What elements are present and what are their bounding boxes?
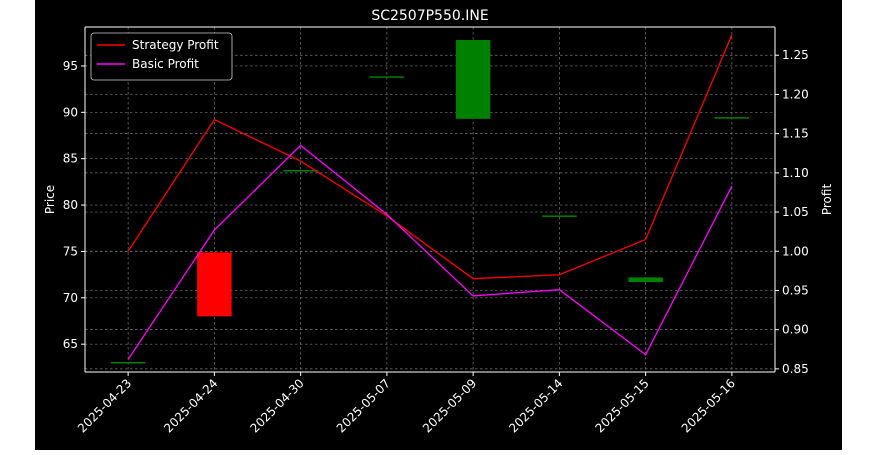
y-tick-label-right: 1.15 bbox=[782, 127, 809, 141]
y-tick-label-right: 0.95 bbox=[782, 283, 809, 297]
candle-body bbox=[110, 361, 146, 364]
legend-box bbox=[90, 32, 233, 81]
axes-frame bbox=[84, 26, 776, 373]
candle-body bbox=[197, 252, 232, 317]
y-tick-label-right: 1.25 bbox=[782, 48, 809, 62]
y-tick-label-left: 65 bbox=[63, 337, 78, 351]
y-tick-label-left: 80 bbox=[63, 198, 78, 212]
y-tick-label-left: 75 bbox=[63, 244, 78, 258]
candle-body bbox=[542, 215, 577, 217]
y-tick-label-left: 70 bbox=[63, 291, 78, 305]
y-axis-label-right: Profit bbox=[820, 184, 834, 216]
y-tick-label-left: 85 bbox=[63, 152, 78, 166]
candle-body bbox=[369, 76, 405, 78]
candle-body bbox=[283, 170, 318, 172]
y-tick-label-right: 0.90 bbox=[782, 323, 809, 337]
y-axis-right: 0.85 0.90 0.95 1.00 1.05 1.10 1.15 1.20 1.25 bbox=[775, 48, 809, 376]
profit-lines bbox=[127, 34, 733, 360]
y-tick-label-left: 90 bbox=[63, 105, 78, 119]
candles bbox=[110, 39, 750, 364]
legend-label: Strategy Profit bbox=[132, 38, 219, 52]
candle-body bbox=[455, 39, 491, 119]
y-tick-label-left: 95 bbox=[63, 59, 78, 73]
legend-label: Basic Profit bbox=[132, 57, 199, 71]
y-axis-label-left: Price bbox=[43, 185, 57, 214]
candle-body bbox=[714, 117, 750, 119]
chart-title: SC2507P550.INE bbox=[371, 8, 488, 24]
series-line bbox=[127, 34, 733, 280]
y-tick-label-right: 0.85 bbox=[782, 362, 809, 376]
y-tick-label-right: 1.10 bbox=[782, 166, 809, 180]
y-axis-left: 65 70 75 80 85 90 95 bbox=[63, 59, 85, 351]
y-tick-label-right: 1.00 bbox=[782, 244, 809, 258]
y-tick-label-right: 1.05 bbox=[782, 205, 809, 219]
candle-body bbox=[628, 277, 663, 283]
legend: Strategy Profit Basic Profit bbox=[90, 32, 233, 81]
y-tick-label-right: 1.20 bbox=[782, 87, 809, 101]
series-line bbox=[127, 144, 733, 360]
grid bbox=[85, 27, 775, 372]
